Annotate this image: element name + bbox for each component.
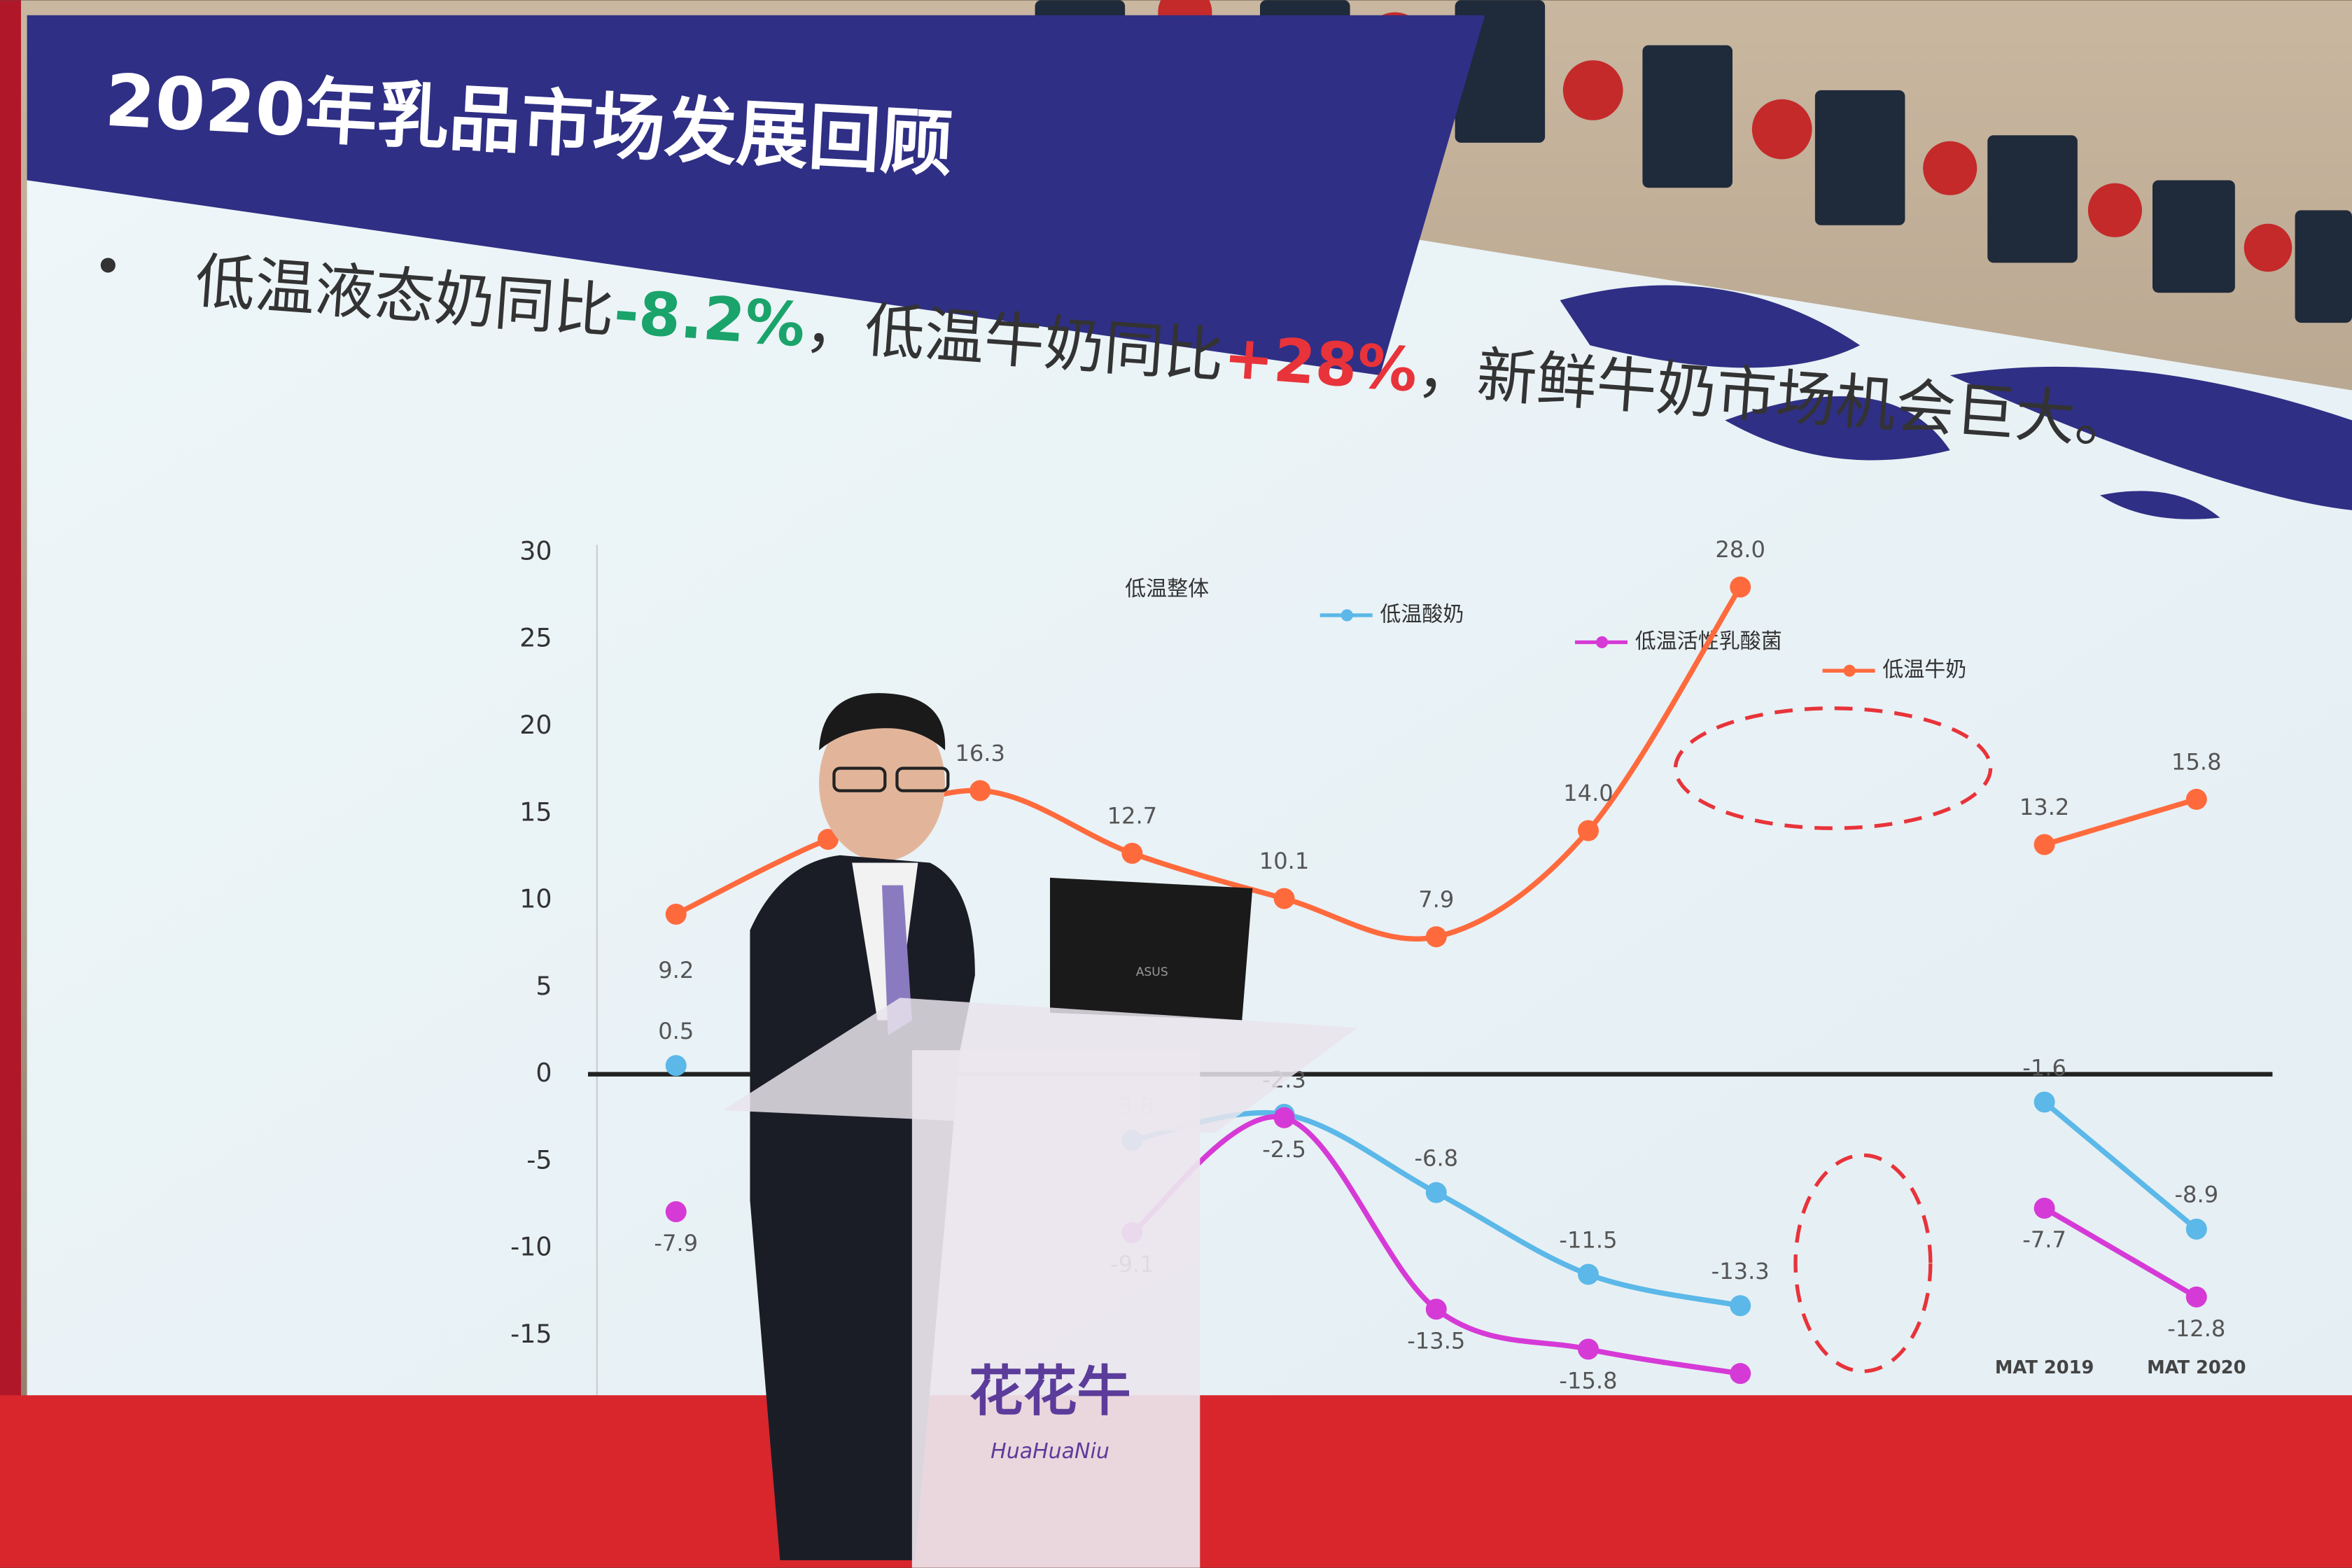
y-tick-label: -10 xyxy=(510,1232,552,1262)
podium-brand-latin: HuaHuaNiu xyxy=(990,1439,1110,1464)
data-label: 15.8 xyxy=(2171,748,2222,775)
data-point xyxy=(2033,1091,2055,1113)
data-point xyxy=(665,1055,687,1077)
data-label: 13.2 xyxy=(2019,794,2070,820)
highlight-circle xyxy=(1673,706,1993,830)
series-line xyxy=(1130,1114,2198,1376)
data-label: -6.8 xyxy=(1414,1145,1458,1172)
legend-marker xyxy=(1843,664,1856,677)
data-point xyxy=(1425,1182,1447,1203)
y-tick-label: 10 xyxy=(519,884,552,914)
data-label: -13.5 xyxy=(1407,1327,1465,1354)
data-label: 28.0 xyxy=(1715,536,1765,563)
laptop xyxy=(1050,877,1253,1021)
data-point xyxy=(1577,1264,1599,1285)
highlight-circle xyxy=(1793,1153,1933,1373)
data-label: 14.0 xyxy=(1563,780,1614,806)
data-label: -12.8 xyxy=(2167,1315,2225,1342)
y-tick-label: -5 xyxy=(526,1144,552,1175)
bullet-dot: • xyxy=(93,237,123,297)
y-tick-label: 25 xyxy=(519,623,552,653)
y-tick-label: 5 xyxy=(536,971,552,1001)
data-label: 12.7 xyxy=(1107,803,1158,830)
y-tick-label: 20 xyxy=(519,710,552,740)
data-label: -8.9 xyxy=(2174,1182,2218,1208)
y-tick-label: 15 xyxy=(519,797,552,827)
data-point xyxy=(1425,1298,1447,1320)
title-banner xyxy=(27,15,1485,376)
data-point xyxy=(1121,842,1143,864)
data-label: 0.5 xyxy=(658,1018,694,1044)
data-label: -13.3 xyxy=(1712,1258,1770,1284)
podium xyxy=(911,1050,1200,1568)
data-point xyxy=(2185,1218,2207,1240)
legend-marker xyxy=(1340,609,1353,622)
data-label: -7.9 xyxy=(654,1230,698,1256)
data-point xyxy=(1425,926,1447,948)
x-tick-label: MAT 2020 xyxy=(2147,1357,2246,1378)
legend-label: 低温牛奶 xyxy=(1882,658,1966,682)
data-point xyxy=(1273,1107,1295,1128)
data-label: 16.3 xyxy=(955,740,1005,766)
y-tick-label: 30 xyxy=(519,536,552,566)
data-point xyxy=(1730,1363,1751,1385)
data-point xyxy=(1577,820,1599,841)
data-point xyxy=(665,903,687,925)
bullet-highlight: -8.2% xyxy=(612,277,808,361)
data-label: 9.2 xyxy=(658,957,694,983)
data-label: 7.9 xyxy=(1418,886,1454,913)
y-tick-label: -15 xyxy=(510,1319,552,1349)
data-point xyxy=(665,1201,687,1223)
data-point xyxy=(1730,576,1751,598)
y-tick-label: 0 xyxy=(536,1058,552,1088)
data-label: -2.5 xyxy=(1262,1136,1306,1163)
legend-label: 低温酸奶 xyxy=(1380,602,1464,626)
data-point xyxy=(2033,1198,2055,1219)
data-point xyxy=(1730,1295,1751,1317)
data-label: -7.7 xyxy=(2022,1226,2066,1253)
data-point xyxy=(2185,788,2207,810)
x-tick-label: MAT 2019 xyxy=(1995,1357,2094,1378)
data-label: 10.1 xyxy=(1259,848,1310,874)
data-point xyxy=(1577,1338,1599,1360)
data-label: -11.5 xyxy=(1559,1226,1617,1253)
data-label: -1.6 xyxy=(2022,1054,2066,1081)
data-point xyxy=(817,829,839,850)
podium-brand: 花花牛 xyxy=(969,1360,1130,1423)
data-point xyxy=(1273,888,1295,909)
data-point xyxy=(969,780,991,802)
legend-label: 低温整体 xyxy=(1125,577,1209,601)
screen xyxy=(27,15,2352,1501)
bullet-highlight: +28% xyxy=(1222,322,1420,406)
laptop-brand: ASUS xyxy=(1136,965,1168,979)
data-label: -15.8 xyxy=(1559,1368,1617,1394)
legend-marker xyxy=(1596,636,1609,649)
cow-spots xyxy=(1560,285,2352,519)
data-point xyxy=(2185,1286,2207,1308)
data-point xyxy=(2033,834,2055,855)
stage-curtain xyxy=(0,0,21,1568)
